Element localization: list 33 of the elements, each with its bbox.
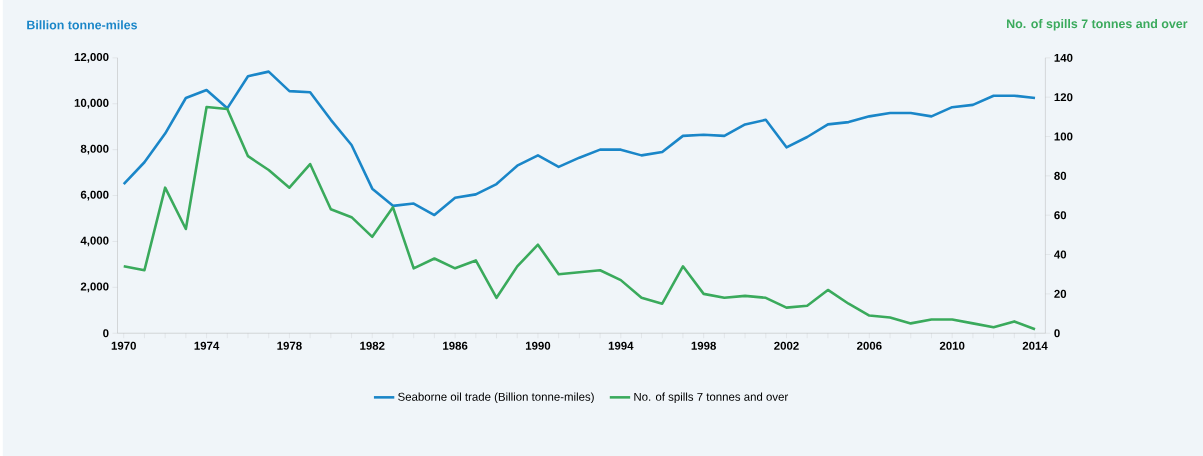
y2-tick-label: 60 [1054, 211, 1067, 220]
y-tick-label: 12,000 [74, 53, 109, 63]
x-tick-label: 1978 [277, 341, 302, 350]
x-tick-label: 1974 [194, 341, 220, 350]
y2-tick-label: 120 [1054, 93, 1073, 102]
legend-label: No. of spills 7 tonnes and over [634, 392, 789, 404]
x-tick-label: 2010 [939, 341, 965, 350]
y-tick-label: 10,000 [74, 98, 109, 109]
y-tick-label: 8,000 [80, 144, 109, 155]
y-axis-title: Billion tonne-miles [27, 20, 138, 30]
y2-tick-label: 140 [1054, 53, 1073, 62]
x-tick-label: 1982 [360, 341, 385, 350]
x-tick-label: 1970 [111, 341, 136, 350]
y2-tick-label: 100 [1054, 132, 1073, 141]
y-tick-label: 4,000 [80, 236, 109, 247]
y2-axis-title: No. of spills 7 tonnes and over [1007, 19, 1188, 31]
y-tick-label: 0 [103, 329, 109, 338]
x-tick-label: 1986 [443, 341, 468, 350]
x-tick-label: 2002 [774, 341, 799, 350]
x-tick-label: 1998 [691, 341, 716, 350]
y2-tick-label: 0 [1054, 329, 1060, 338]
y-tick-label: 2,000 [80, 282, 109, 293]
x-tick-label: 1994 [608, 341, 634, 350]
legend-label: Seaborne oil trade (Billion tonne-miles) [398, 392, 594, 404]
line-series [122, 105, 1037, 331]
y2-tick-label: 80 [1054, 171, 1067, 180]
line-series [122, 70, 1037, 217]
y2-tick-label: 20 [1054, 289, 1067, 298]
y2-tick-label: 40 [1054, 250, 1067, 259]
x-tick-label: 2014 [1022, 341, 1048, 350]
x-tick-label: 1990 [525, 341, 551, 350]
y-tick-label: 6,000 [80, 190, 109, 201]
x-tick-label: 2006 [857, 341, 882, 350]
